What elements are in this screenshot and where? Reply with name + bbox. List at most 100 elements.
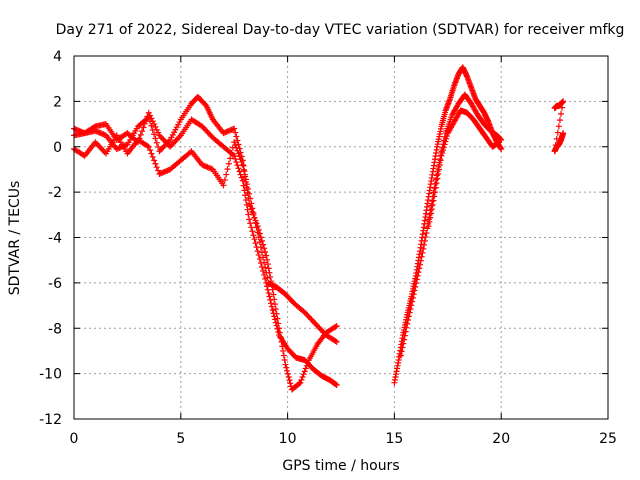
data-point (421, 237, 428, 244)
data-point (287, 380, 294, 387)
data-point (270, 291, 277, 298)
data-point (247, 195, 254, 202)
data-point (140, 124, 147, 131)
data-point (250, 232, 257, 239)
data-point (147, 147, 154, 154)
data-point (437, 157, 444, 164)
data-point (296, 380, 303, 387)
data-point (417, 257, 424, 264)
data-point (155, 167, 162, 174)
data-point (246, 190, 253, 197)
data-point (262, 264, 269, 271)
data-point (298, 376, 305, 383)
data-point (148, 150, 155, 157)
data-point (302, 365, 309, 372)
data-point (256, 256, 263, 263)
data-point (137, 131, 144, 138)
data-point (260, 267, 267, 274)
data-point (143, 117, 150, 124)
data-point (435, 170, 442, 177)
data-point (139, 128, 146, 135)
data-point (234, 137, 241, 144)
data-point (301, 368, 308, 375)
data-point (249, 205, 256, 212)
data-point (233, 144, 240, 151)
data-point (441, 141, 448, 148)
data-point (235, 165, 242, 172)
data-point (439, 149, 446, 156)
data-point (440, 144, 447, 151)
data-point (152, 160, 159, 167)
data-point (252, 219, 259, 226)
data-point (223, 171, 230, 178)
data-point (405, 313, 412, 320)
data-point (264, 274, 271, 281)
data-point (409, 294, 416, 301)
data-point (397, 352, 404, 359)
data-point (231, 125, 238, 132)
data-point (410, 291, 417, 298)
data-point (442, 138, 449, 145)
y-tick-label: -12 (39, 412, 62, 428)
data-point (251, 214, 258, 221)
data-point (263, 269, 270, 276)
data-point (220, 182, 227, 189)
data-point (274, 325, 281, 332)
data-point (243, 201, 250, 208)
y-axis-title: SDTVAR / TECUs (7, 181, 23, 296)
data-point (398, 348, 405, 355)
data-point (427, 210, 434, 217)
data-point (554, 129, 561, 136)
data-point (333, 338, 340, 345)
axis-ticks: 0 5 10 15 20 25 -12 -10 -8 -6 -4 -2 0 2 4 (39, 49, 617, 447)
data-point (269, 307, 276, 314)
data-point (141, 120, 148, 127)
data-point (285, 374, 292, 381)
data-point (281, 357, 288, 364)
data-point (252, 240, 259, 247)
data-point (263, 252, 270, 259)
data-point (80, 151, 87, 158)
data-point (91, 124, 98, 131)
data-point (421, 241, 428, 248)
data-point (408, 302, 415, 309)
data-point (422, 233, 429, 240)
data-point (242, 192, 249, 199)
data-point (231, 152, 238, 159)
data-point (434, 175, 441, 182)
data-point (498, 146, 505, 153)
data-point (242, 197, 249, 204)
data-point (435, 166, 442, 173)
data-point (267, 296, 274, 303)
data-point (299, 374, 306, 381)
y-tick-label: -10 (39, 367, 62, 383)
data-point (420, 245, 427, 252)
data-point (235, 150, 242, 157)
data-point (249, 228, 256, 235)
x-axis-title: GPS time / hours (282, 458, 399, 474)
data-point (556, 117, 563, 124)
data-point (265, 290, 272, 297)
series-track-g (551, 98, 567, 155)
data-point (401, 336, 408, 343)
data-point (244, 181, 251, 188)
data-point (430, 197, 437, 204)
data-point (439, 147, 446, 154)
data-point (238, 159, 245, 166)
data-point (232, 142, 239, 149)
data-point (425, 223, 432, 230)
data-point (152, 123, 159, 130)
data-point (246, 216, 253, 223)
data-point (240, 182, 247, 189)
x-tick-label: 20 (492, 431, 510, 447)
data-point (402, 328, 409, 335)
data-point (413, 276, 420, 283)
data-point (427, 214, 434, 221)
data-point (236, 168, 243, 175)
grid (74, 56, 608, 419)
data-point (443, 135, 450, 142)
data-point (241, 171, 248, 178)
data-point (237, 156, 244, 163)
data-point (149, 153, 156, 160)
